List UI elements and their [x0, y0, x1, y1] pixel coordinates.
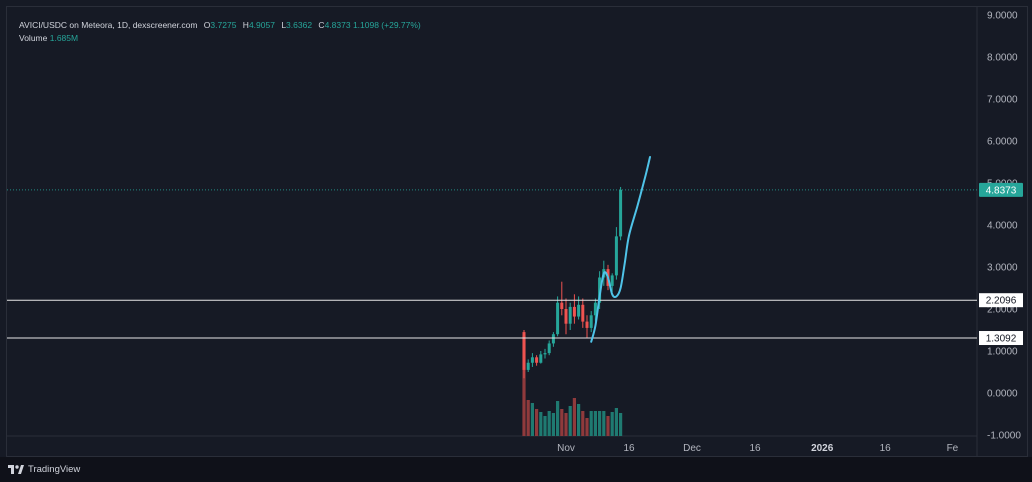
legend-open-value: 3.7275 [210, 20, 237, 30]
level-price-tag [979, 331, 1023, 346]
x-tick-label: 16 [623, 443, 635, 454]
candle-body [551, 334, 555, 344]
legend-volume-label: Volume [19, 33, 48, 43]
volume-bar [530, 403, 534, 436]
legend-volume-value: 1.685M [49, 33, 79, 43]
candle-body [581, 304, 585, 322]
chart-legend: AVICI/USDC on Meteora, 1D, dexscreener.c… [19, 19, 421, 45]
volume-bar [585, 418, 589, 436]
candle-body [610, 275, 614, 286]
volume-bar [522, 336, 526, 436]
y-tick-label: 4.0000 [987, 221, 1018, 232]
price-axis[interactable]: 9.00008.00007.00006.00005.00004.00003.00… [987, 11, 1021, 442]
projection-layer [590, 155, 651, 343]
chart-frame[interactable]: 9.00008.00007.00006.00005.00004.00003.00… [6, 6, 1029, 458]
candle-body [585, 321, 589, 328]
candle-body [568, 306, 572, 324]
y-tick-label: 2.0000 [987, 305, 1018, 316]
volume-bar [547, 411, 551, 436]
y-tick-label: 9.0000 [987, 11, 1018, 22]
x-tick-label: Nov [557, 443, 575, 454]
legend-high-label: H [242, 20, 249, 30]
last-price-tag-text: 4.8373 [986, 185, 1017, 196]
y-tick-label: 1.0000 [987, 347, 1018, 358]
candle-body [589, 315, 593, 328]
y-tick-label: -1.0000 [987, 431, 1021, 442]
volume-bar [610, 412, 614, 436]
volume-bar [535, 409, 539, 436]
projection-curve [590, 155, 651, 343]
candle-body [556, 302, 560, 335]
volume-bar [589, 411, 593, 436]
candle-body [535, 357, 539, 363]
volume-bar [568, 406, 572, 436]
candle-body [619, 189, 623, 237]
volume-bar [602, 411, 606, 436]
volume-bar [606, 416, 610, 436]
candle-body [577, 304, 581, 317]
x-tick-label: Fe [947, 443, 959, 454]
last-price-tag [979, 182, 1023, 197]
volume-bar [560, 409, 564, 436]
legend-open-label: O [203, 20, 211, 30]
level-price-tag-text: 1.3092 [986, 334, 1017, 345]
candle-body [522, 332, 526, 370]
legend-change-value: 1.1098 (+29.77%) [352, 20, 421, 30]
candle-body [539, 354, 543, 363]
level-price-tag-text: 2.2096 [986, 296, 1017, 307]
volume-bar [614, 408, 618, 436]
legend-volume-row: Volume 1.685M [19, 32, 421, 45]
volume-bar [543, 416, 547, 436]
legend-close-label: C [318, 20, 325, 30]
time-axis[interactable]: Nov 16 Dec 16 2026 16 Fe [557, 443, 959, 454]
volume-bar [598, 411, 602, 436]
level-price-tag [979, 293, 1023, 308]
y-tick-label: 0.0000 [987, 389, 1018, 400]
candle-body [614, 236, 618, 276]
candle-body [526, 362, 530, 370]
y-tick-label: 8.0000 [987, 53, 1018, 64]
y-tick-label: 6.0000 [987, 137, 1018, 148]
x-tick-label: 16 [880, 443, 892, 454]
volume-bar [526, 400, 530, 436]
legend-low-label: L [281, 20, 287, 30]
volume-bar [551, 413, 555, 436]
volume-bar [619, 413, 623, 436]
legend-high-value: 4.9057 [248, 20, 275, 30]
chart-footer: TradingView [0, 457, 1032, 482]
price-chart[interactable]: 9.00008.00007.00006.00005.00004.00003.00… [7, 7, 1029, 458]
legend-close-value: 4.8373 [324, 20, 351, 30]
candle-body [564, 309, 568, 324]
x-tick-label: 2026 [811, 443, 834, 454]
grid-layer [7, 7, 978, 458]
x-tick-label: 16 [749, 443, 761, 454]
y-tick-label: 7.0000 [987, 95, 1018, 106]
candle-body [560, 302, 564, 309]
legend-title: AVICI/USDC on Meteora, 1D, dexscreener.c… [19, 20, 198, 30]
levels-layer [7, 189, 977, 339]
tradingview-logo-icon [8, 465, 24, 474]
candle-body [530, 357, 534, 363]
volume-bar [572, 398, 576, 436]
legend-price-row: AVICI/USDC on Meteora, 1D, dexscreener.c… [19, 19, 421, 32]
tradingview-logo-text: TradingView [28, 464, 81, 475]
volume-bar [577, 404, 581, 436]
volume-bar [556, 401, 560, 436]
candle-body [543, 353, 547, 355]
volume-bar [539, 412, 543, 436]
candle-body [593, 302, 597, 316]
volume-layer [522, 336, 623, 436]
legend-low-value: 3.6362 [286, 20, 313, 30]
tradingview-logo[interactable]: TradingView [8, 464, 80, 475]
candle-body [547, 343, 551, 354]
x-tick-label: Dec [683, 443, 701, 454]
candle-body [572, 306, 576, 317]
volume-bar [564, 413, 568, 436]
volume-bar [593, 411, 597, 436]
volume-bar [581, 411, 585, 436]
y-tick-label: 3.0000 [987, 263, 1018, 274]
price-tags-layer: 2.2096 1.3092 4.8373 [979, 182, 1023, 346]
candle-layer [522, 186, 623, 379]
